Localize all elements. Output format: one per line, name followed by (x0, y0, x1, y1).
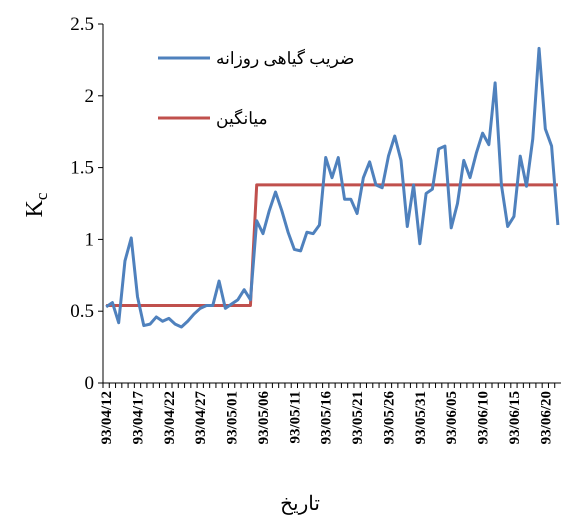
y-axis-label: Kc (22, 192, 51, 217)
series-line (106, 183, 558, 307)
y-axis-label-main: K (22, 199, 48, 217)
x-tick-label: 93/04/22 (162, 391, 178, 444)
legend-label: میانگین (216, 108, 268, 129)
y-tick-label: 1 (85, 229, 95, 250)
y-axis-label-sub: c (32, 192, 51, 200)
y-tick-label: 1.5 (70, 158, 94, 179)
y-tick-label: 0 (85, 373, 95, 394)
x-tick-label: 93/04/17 (131, 391, 147, 445)
x-tick-label: 93/06/05 (444, 391, 460, 444)
x-tick-label: 93/05/06 (256, 391, 272, 445)
x-tick-label: 93/06/20 (538, 391, 554, 444)
x-tick-label: 93/06/10 (476, 391, 492, 444)
x-tick-label: 93/05/26 (381, 391, 397, 445)
x-tick-label: 93/06/15 (507, 391, 523, 444)
y-tick-label: 2 (85, 86, 95, 107)
x-tick-label: 93/05/31 (413, 391, 429, 444)
x-tick-label: 93/05/16 (319, 391, 335, 445)
x-tick-label: 93/04/12 (99, 391, 115, 444)
x-tick-label: 93/04/27 (193, 391, 209, 445)
x-tick-label: 93/05/11 (287, 391, 303, 444)
x-tick-label: 93/05/01 (225, 391, 241, 444)
legend-label: ضریب گیاهی روزانه (216, 48, 354, 69)
series-line (105, 46, 560, 329)
y-tick-label: 0.5 (70, 301, 94, 322)
x-axis-label: تاریخ (280, 493, 320, 515)
x-tick-label: 93/05/21 (350, 391, 366, 444)
y-tick-label: 2.5 (70, 14, 94, 35)
